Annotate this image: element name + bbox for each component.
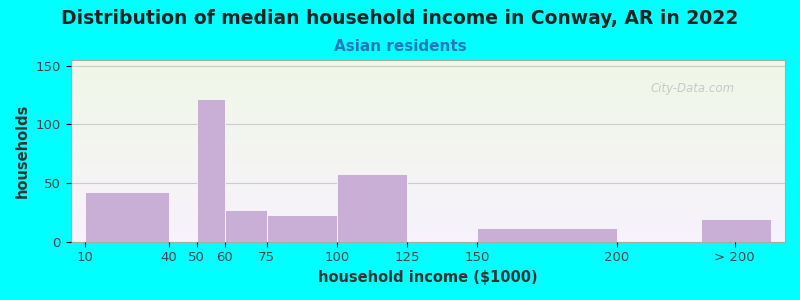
Bar	[337, 174, 407, 242]
X-axis label: household income ($1000): household income ($1000)	[318, 270, 538, 285]
Bar	[85, 193, 169, 242]
Bar	[197, 99, 225, 242]
Bar	[477, 228, 617, 242]
Bar	[225, 210, 266, 242]
Y-axis label: households: households	[15, 104, 30, 198]
Bar	[266, 215, 337, 242]
Text: Distribution of median household income in Conway, AR in 2022: Distribution of median household income …	[62, 9, 738, 28]
Text: City-Data.com: City-Data.com	[651, 82, 735, 95]
Text: Asian residents: Asian residents	[334, 39, 466, 54]
Bar	[701, 219, 771, 242]
